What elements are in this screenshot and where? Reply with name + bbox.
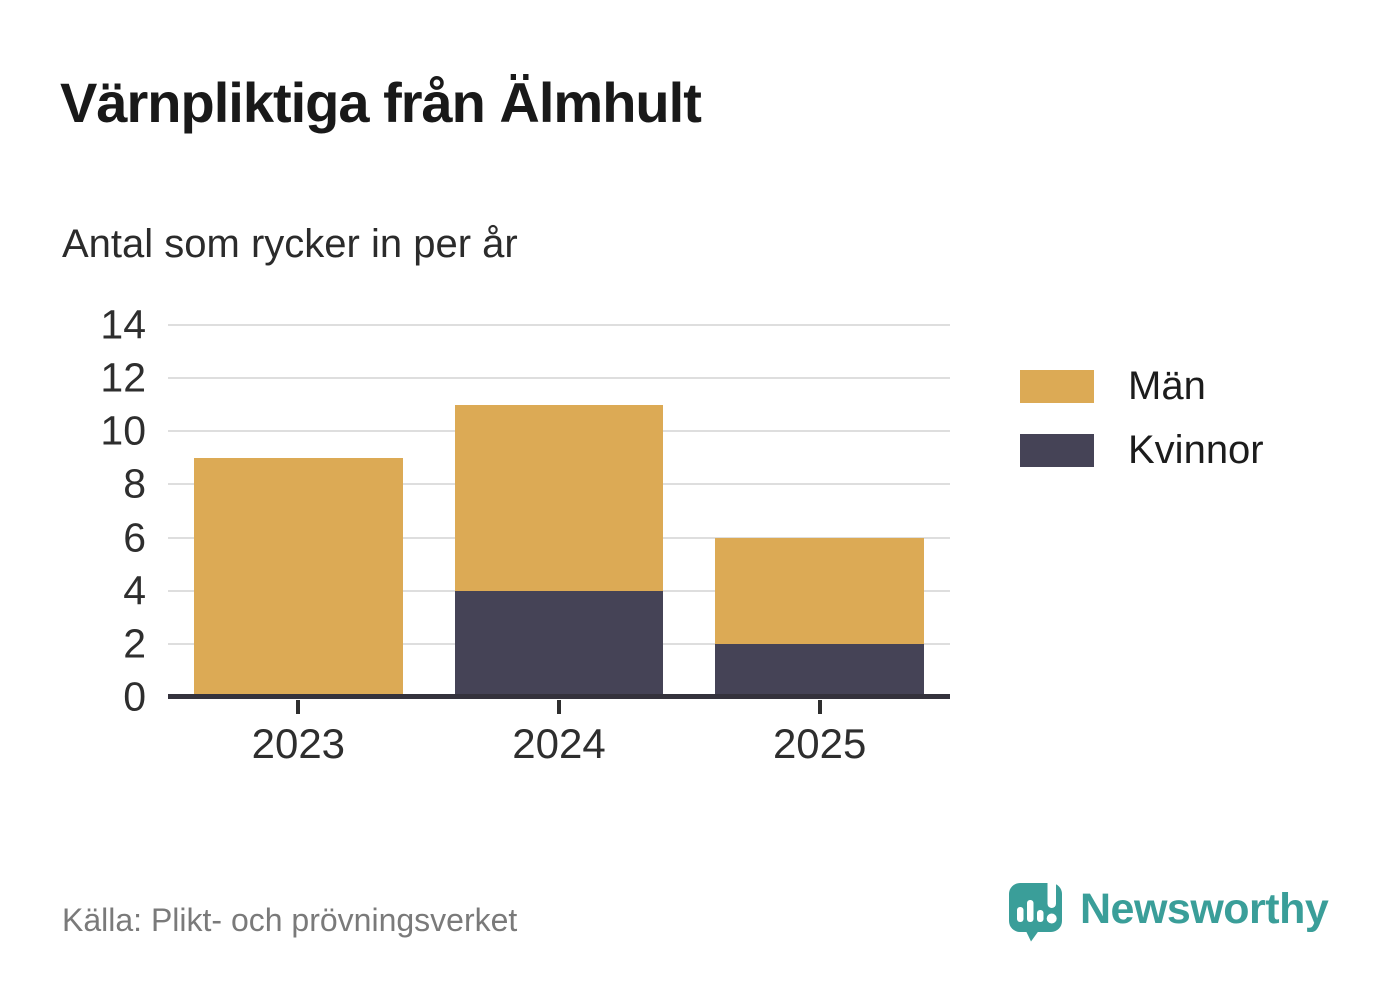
chart-subtitle: Antal som rycker in per år	[62, 222, 518, 266]
y-axis-tick-label: 6	[123, 514, 146, 561]
x-axis-line	[168, 694, 950, 699]
bar-slot-2024: 2024	[429, 325, 690, 765]
brand-wordmark: Newsworthy	[1080, 884, 1329, 933]
bar-segment-kvinnor-2024	[454, 590, 664, 697]
x-axis-tick-label: 2023	[251, 720, 346, 767]
stacked-bar-2025	[715, 325, 924, 697]
chart-title: Värnpliktiga från Älmhult	[60, 71, 702, 134]
gridline-y-14	[168, 324, 950, 326]
bar-segment-män-2024	[454, 404, 664, 591]
bar-slot-2023: 2023	[168, 325, 429, 765]
x-axis-tick	[817, 700, 822, 714]
legend-label: Män	[1128, 364, 1206, 408]
stacked-bar-2024	[454, 325, 664, 697]
y-axis-tick-label: 8	[123, 460, 146, 507]
gridline-y-12	[168, 377, 950, 380]
legend-swatch-män	[1020, 369, 1094, 403]
y-axis-tick-label: 2	[123, 620, 146, 667]
y-axis-tick-label: 10	[100, 407, 146, 454]
y-axis-tick-label: 0	[123, 673, 146, 720]
bar-segment-män-2025	[715, 537, 924, 644]
stacked-bar-2023	[194, 325, 403, 697]
y-axis-tick-label: 4	[123, 567, 146, 614]
y-axis-tick-label: 14	[100, 301, 146, 348]
bar-slot-2025: 2025	[689, 325, 950, 765]
x-axis-tick-label: 2025	[772, 720, 867, 767]
legend-item-kvinnor: Kvinnor	[1020, 430, 1264, 470]
source-note: Källa: Plikt- och prövningsverket	[62, 902, 518, 938]
legend-swatch-kvinnor	[1020, 433, 1094, 467]
legend-label: Kvinnor	[1128, 428, 1264, 472]
legend-item-män: Män	[1020, 366, 1264, 406]
plot-area: 0 2 4 6 8 10 12 14 2023 2024 2025	[100, 304, 950, 765]
newsworthy-logo-icon	[1009, 877, 1062, 942]
brand-lockup: Newsworthy	[1008, 876, 1329, 942]
x-axis-tick-label: 2024	[512, 720, 606, 767]
x-axis-tick	[296, 700, 301, 714]
legend: Män Kvinnor	[1020, 366, 1264, 494]
bar-segment-män-2023	[194, 457, 403, 697]
bar-segment-kvinnor-2025	[715, 643, 924, 697]
x-axis-tick	[556, 700, 561, 714]
y-axis-tick-label: 12	[100, 354, 146, 401]
